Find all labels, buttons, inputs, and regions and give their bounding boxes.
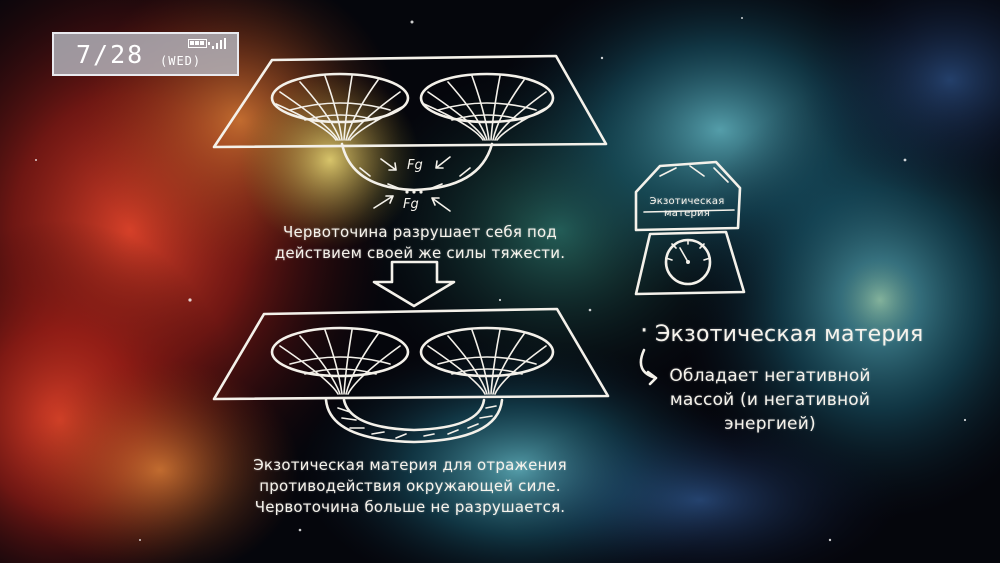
exotic-desc-line1: Обладает негативной xyxy=(669,366,871,386)
battery-icon xyxy=(188,39,210,48)
exotic-desc-line3: энергией) xyxy=(724,414,816,434)
date-status-widget: 7/28 (WED) xyxy=(52,32,239,76)
caption-stable-line3: Червоточина больше не разрушается. xyxy=(254,498,566,516)
weighing-scale-icon xyxy=(634,160,746,296)
scale-label: Экзотическая материя xyxy=(640,196,734,220)
force-arrow-upper-right xyxy=(435,156,451,169)
funnel-left-stable xyxy=(270,326,410,395)
date-display: 7/28 xyxy=(76,40,145,69)
funnel-right-stable xyxy=(419,326,555,395)
gravity-force-label-lower: Fg xyxy=(403,197,419,212)
caption-collapsing-line1: Червоточина разрушает себя под xyxy=(283,223,557,241)
wormhole-collapsing-diagram xyxy=(212,54,608,212)
signal-icon xyxy=(212,38,226,49)
force-arrow-upper-left xyxy=(380,158,397,171)
throat-stable xyxy=(324,398,504,444)
funnel-right xyxy=(419,72,555,141)
caption-stable: Экзотическая материя для отражения проти… xyxy=(240,455,580,518)
scale-label-line2: материя xyxy=(664,208,710,219)
exotic-matter-title: Экзотическая материя xyxy=(655,322,924,347)
exotic-matter-description: Обладает негативной массой (и негативной… xyxy=(655,364,885,436)
caption-collapsing-line2: действием своей же силы тяжести. xyxy=(274,244,566,262)
bullet-dot: · xyxy=(640,316,649,346)
scale-label-line1: Экзотическая xyxy=(649,196,725,207)
caption-stable-line1: Экзотическая материя для отражения xyxy=(253,456,567,474)
wormhole-stable-diagram xyxy=(212,307,610,444)
throat-collapsing xyxy=(340,142,494,192)
force-arrow-lower-right xyxy=(431,197,451,212)
down-arrow-icon xyxy=(372,260,456,308)
force-arrow-lower-left xyxy=(373,195,394,209)
exotic-desc-line2: массой (и негативной xyxy=(669,390,871,410)
caption-stable-line2: противодействия окружающей силе. xyxy=(259,477,561,495)
caption-collapsing: Червоточина разрушает себя под действием… xyxy=(220,222,620,264)
funnel-left xyxy=(270,72,410,141)
weekday-display: (WED) xyxy=(160,54,202,68)
gravity-force-label-upper: Fg xyxy=(407,158,423,173)
curved-arrow-icon xyxy=(639,348,658,386)
